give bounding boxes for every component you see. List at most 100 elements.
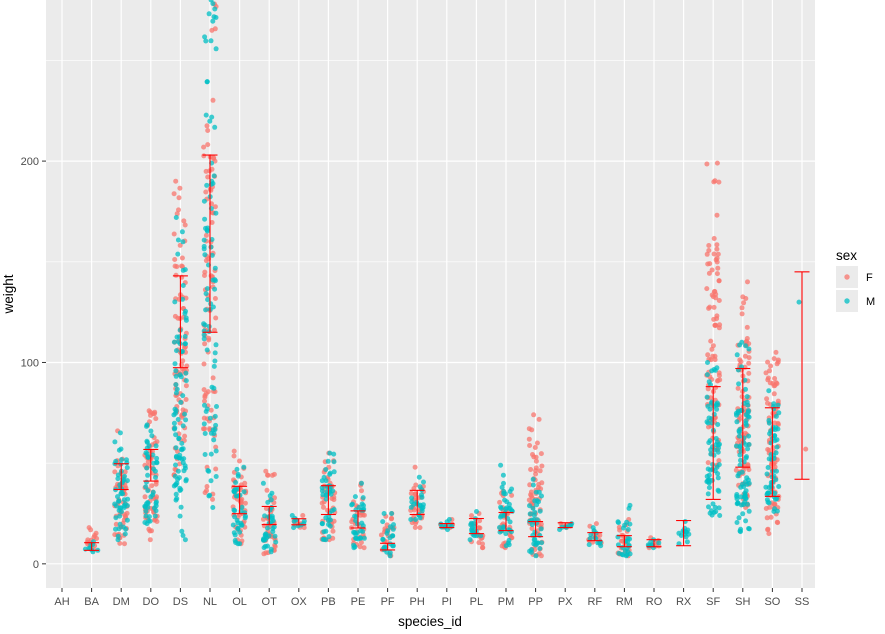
- data-point-m: [498, 462, 504, 468]
- data-point-m: [174, 496, 180, 502]
- x-tick-label: PL: [470, 596, 483, 608]
- data-point-m: [764, 471, 770, 477]
- data-point-m: [124, 457, 129, 463]
- data-point-m: [620, 552, 626, 558]
- data-point-m: [626, 505, 632, 511]
- data-point-m: [235, 471, 241, 477]
- data-point-m: [112, 439, 118, 445]
- data-point-m: [772, 490, 778, 496]
- data-point-m: [201, 198, 207, 204]
- data-point-m: [737, 452, 743, 458]
- x-tick-label: OX: [291, 596, 308, 608]
- data-point-f: [597, 532, 603, 538]
- data-point-m: [180, 393, 186, 399]
- data-point-f: [330, 528, 336, 534]
- data-point-m: [509, 529, 514, 535]
- data-point-m: [710, 501, 716, 507]
- data-point-m: [741, 435, 747, 441]
- data-point-m: [272, 533, 278, 539]
- data-point-m: [353, 531, 359, 537]
- data-point-f: [706, 243, 712, 248]
- data-point-m: [175, 468, 181, 474]
- data-point-m: [503, 531, 509, 537]
- data-point-m: [769, 456, 775, 462]
- data-point-m: [209, 237, 215, 242]
- data-point-f: [536, 481, 542, 487]
- data-point-m: [711, 411, 717, 417]
- data-point-m: [172, 425, 178, 431]
- data-point-f: [527, 482, 533, 488]
- data-point-m: [153, 443, 159, 449]
- data-point-f: [707, 261, 713, 267]
- data-point-m: [238, 520, 244, 526]
- data-point-m: [206, 468, 212, 474]
- data-point-m: [419, 494, 425, 500]
- data-point-m: [740, 511, 746, 517]
- data-point-m: [390, 543, 396, 549]
- x-tick-label: PH: [410, 596, 425, 608]
- data-point-m: [320, 492, 326, 498]
- data-point-m: [182, 334, 188, 339]
- data-point-m: [380, 519, 386, 525]
- data-point-m: [172, 361, 178, 367]
- data-point-f: [269, 472, 275, 478]
- data-point-m: [536, 499, 541, 505]
- data-point-m: [773, 450, 779, 456]
- data-point-m: [211, 173, 217, 179]
- data-point-f: [707, 304, 713, 310]
- data-point-m: [203, 307, 209, 313]
- data-point-m: [213, 342, 219, 348]
- data-point-f: [530, 452, 535, 457]
- data-point-f: [321, 504, 326, 510]
- data-point-m: [587, 536, 593, 541]
- data-point-f: [203, 232, 209, 238]
- data-point-m: [713, 436, 719, 441]
- data-point-m: [154, 460, 160, 466]
- data-point-f: [770, 445, 776, 450]
- data-point-f: [205, 142, 211, 148]
- data-point-f: [265, 472, 271, 478]
- data-point-m: [202, 402, 207, 408]
- data-point-f: [735, 385, 741, 391]
- data-point-m: [498, 504, 504, 510]
- data-point-m: [506, 542, 512, 548]
- data-point-m: [117, 430, 123, 436]
- data-point-m: [329, 508, 335, 514]
- data-point-m: [324, 489, 330, 494]
- data-point-m: [734, 520, 740, 525]
- data-point-f: [212, 296, 218, 301]
- x-tick-label: PF: [381, 596, 395, 608]
- data-point-m: [145, 454, 151, 460]
- data-point-f: [711, 304, 717, 310]
- data-point-m: [183, 477, 189, 483]
- data-point-f: [171, 191, 177, 197]
- data-point-m: [616, 520, 621, 526]
- data-point-m: [712, 468, 718, 474]
- data-point-m: [173, 462, 178, 468]
- data-point-m: [706, 440, 712, 446]
- data-point-m: [389, 511, 395, 516]
- data-point-f: [208, 407, 214, 413]
- data-point-m: [210, 427, 216, 433]
- data-point-m: [143, 504, 148, 510]
- data-point-m: [706, 485, 712, 491]
- data-point-m: [204, 347, 210, 353]
- data-point-f: [201, 153, 207, 159]
- x-tick-label: PB: [321, 596, 336, 608]
- data-point-m: [173, 432, 179, 438]
- data-point-m: [124, 478, 130, 484]
- data-point-m: [181, 468, 187, 474]
- data-point-m: [202, 216, 208, 222]
- data-point-m: [705, 491, 711, 497]
- data-point-f: [182, 433, 188, 439]
- data-point-m: [271, 524, 277, 530]
- data-point-m: [538, 526, 544, 532]
- x-tick-label: OL: [232, 596, 247, 608]
- data-point-m: [291, 525, 297, 531]
- data-point-f: [714, 212, 720, 218]
- data-point-m: [175, 237, 181, 243]
- legend-marker-m: [844, 298, 850, 304]
- data-point-m: [328, 491, 334, 497]
- x-tick-label: RF: [587, 596, 602, 608]
- data-point-m: [765, 465, 771, 470]
